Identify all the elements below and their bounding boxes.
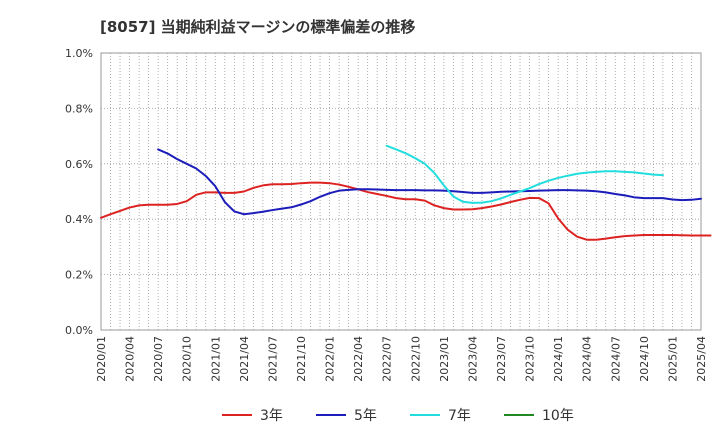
y-tick-label: 0.8% <box>65 102 93 115</box>
x-tick-label: 2022/04 <box>352 336 365 382</box>
legend-label: 3年 <box>260 408 283 424</box>
legend-label: 7年 <box>448 408 471 424</box>
x-tick-label: 2022/07 <box>381 336 394 382</box>
y-tick-label: 0.6% <box>65 158 93 171</box>
y-axis: 0.0% 0.2% 0.4% 0.6% 0.8% 1.0% <box>65 47 93 337</box>
legend-label: 5年 <box>354 408 377 424</box>
grid <box>100 52 702 331</box>
series-line-5年 <box>157 148 702 216</box>
x-tick-label: 2020/07 <box>152 336 165 382</box>
x-tick-label: 2022/01 <box>324 336 337 382</box>
plot-frame <box>100 52 702 331</box>
y-tick-label: 0.2% <box>65 269 93 282</box>
chart-title: [8057] 当期純利益マージンの標準偏差の推移 <box>100 18 415 36</box>
x-tick-label: 2025/01 <box>666 336 679 382</box>
x-tick-label: 2022/10 <box>409 336 422 382</box>
series-line-3年 <box>100 181 712 241</box>
x-tick-label: 2024/07 <box>609 336 622 382</box>
x-tick-label: 2023/10 <box>524 336 537 382</box>
series-line-7年 <box>385 144 664 204</box>
legend-label: 10年 <box>542 408 574 424</box>
x-tick-label: 2023/01 <box>438 336 451 382</box>
x-tick-label: 2021/04 <box>238 336 251 382</box>
x-tick-label: 2024/10 <box>638 336 651 382</box>
x-tick-label: 2021/10 <box>295 336 308 382</box>
x-tick-label: 2021/07 <box>266 336 279 382</box>
x-tick-label: 2020/10 <box>181 336 194 382</box>
x-tick-label: 2020/01 <box>95 336 108 382</box>
x-tick-label: 2021/01 <box>209 336 222 382</box>
x-axis: 2020/01 2020/04 2020/07 2020/10 2021/01 2021/… <box>95 336 708 382</box>
x-tick-label: 2023/04 <box>466 336 479 382</box>
y-tick-label: 1.0% <box>65 47 93 60</box>
x-tick-label: 2023/07 <box>495 336 508 382</box>
x-tick-label: 2025/04 <box>695 336 708 382</box>
y-tick-label: 0.4% <box>65 213 93 226</box>
legend: 3年 5年 7年 10年 <box>222 408 574 424</box>
series-lines <box>100 144 712 241</box>
x-tick-label: 2024/01 <box>552 336 565 382</box>
x-tick-label: 2020/04 <box>124 336 137 382</box>
x-tick-label: 2024/04 <box>581 336 594 382</box>
y-tick-label: 0.0% <box>65 324 93 337</box>
